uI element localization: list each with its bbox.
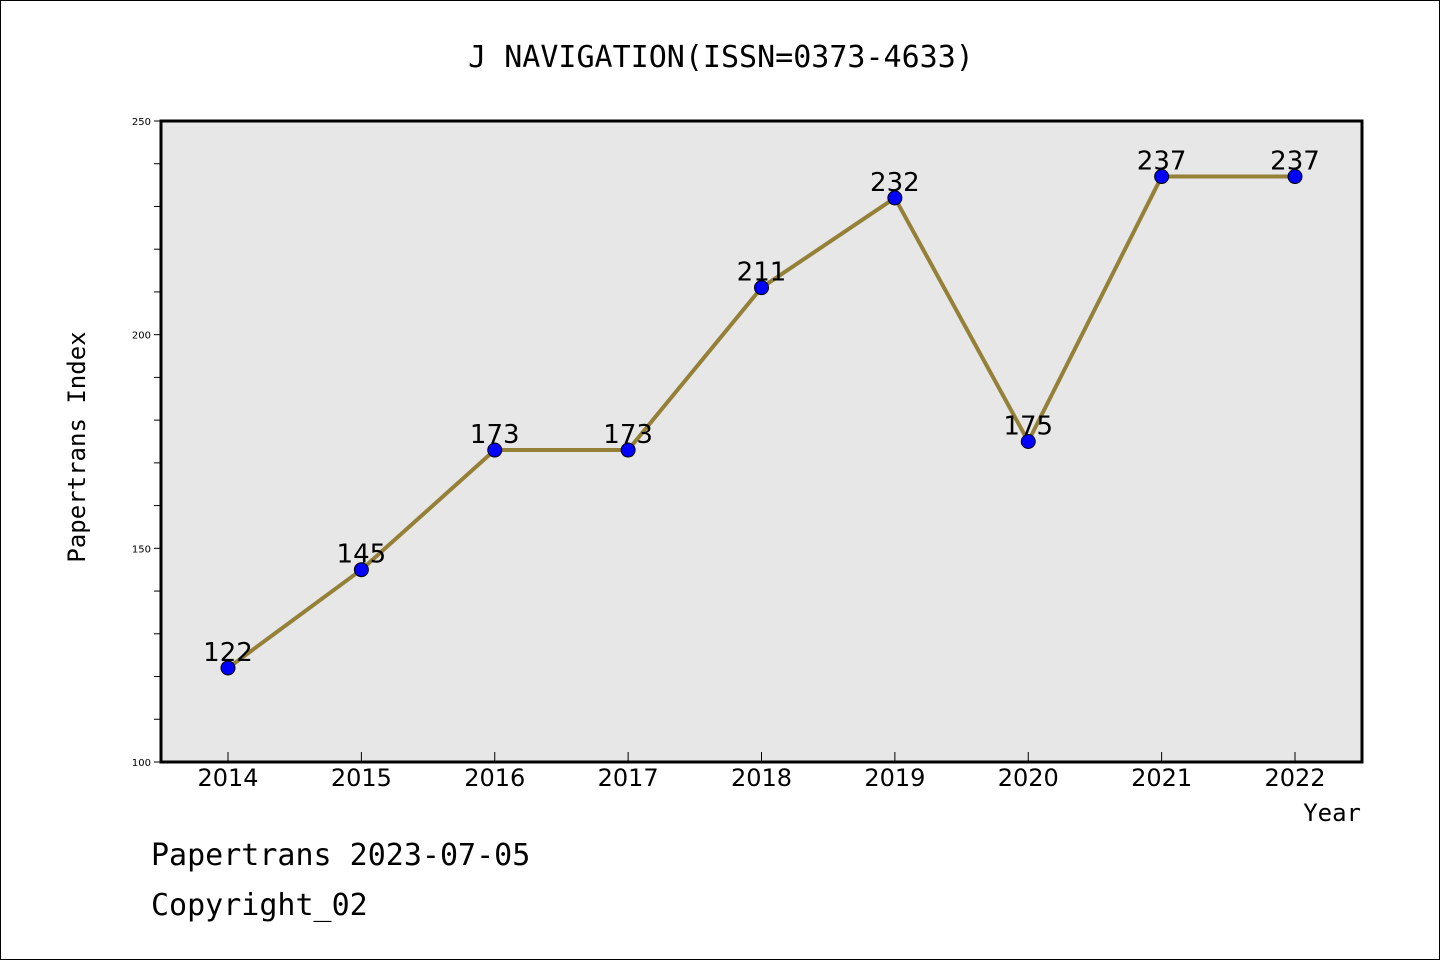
y-tick-label: 200 bbox=[132, 331, 151, 342]
data-markers bbox=[220, 169, 1303, 676]
x-tick-label: 2015 bbox=[331, 764, 392, 792]
data-label: 122 bbox=[203, 638, 253, 668]
x-axis-title: Year bbox=[1303, 799, 1361, 827]
data-label: 173 bbox=[470, 420, 520, 450]
data-label: 145 bbox=[337, 540, 387, 570]
x-tick-label: 2022 bbox=[1264, 764, 1325, 792]
plot-area bbox=[159, 119, 1364, 764]
footer-copyright: Copyright_02 bbox=[151, 888, 368, 923]
x-tick-label: 2017 bbox=[598, 764, 659, 792]
data-label: 175 bbox=[1003, 412, 1053, 442]
data-label: 237 bbox=[1137, 147, 1187, 177]
x-tick-label: 2016 bbox=[464, 764, 525, 792]
data-labels: 122 145 173 173 211 232 175 237 237 bbox=[203, 147, 1320, 668]
x-tick-label: 2014 bbox=[197, 764, 258, 792]
data-label: 232 bbox=[870, 168, 920, 198]
footer-date: Papertrans 2023-07-05 bbox=[151, 838, 530, 873]
data-point bbox=[887, 190, 903, 206]
y-tick-label: 250 bbox=[132, 117, 151, 128]
x-tick-label: 2021 bbox=[1131, 764, 1192, 792]
data-label: 237 bbox=[1270, 147, 1320, 177]
y-axis-title: Papertrans Index bbox=[63, 331, 91, 562]
x-axis: 2014 2015 2016 2017 2018 2019 2020 2021 2022 bbox=[197, 752, 1326, 792]
data-point bbox=[487, 442, 503, 458]
data-point bbox=[754, 280, 769, 296]
data-point bbox=[353, 562, 369, 578]
y-axis: 100 150 200 250 bbox=[132, 117, 161, 769]
x-tick-label: 2019 bbox=[864, 764, 925, 792]
y-tick-label: 150 bbox=[132, 544, 151, 555]
x-tick-label: 2018 bbox=[731, 764, 792, 792]
data-point bbox=[220, 660, 236, 676]
y-tick-label: 100 bbox=[132, 758, 151, 769]
data-point bbox=[1287, 169, 1303, 185]
data-label: 211 bbox=[737, 258, 787, 288]
data-label: 173 bbox=[603, 420, 653, 450]
data-point bbox=[1154, 169, 1170, 185]
data-point bbox=[620, 442, 636, 458]
chart-title: J NAVIGATION(ISSN=0373-4633) bbox=[468, 40, 974, 75]
x-tick-label: 2020 bbox=[998, 764, 1059, 792]
data-point bbox=[1020, 434, 1036, 449]
